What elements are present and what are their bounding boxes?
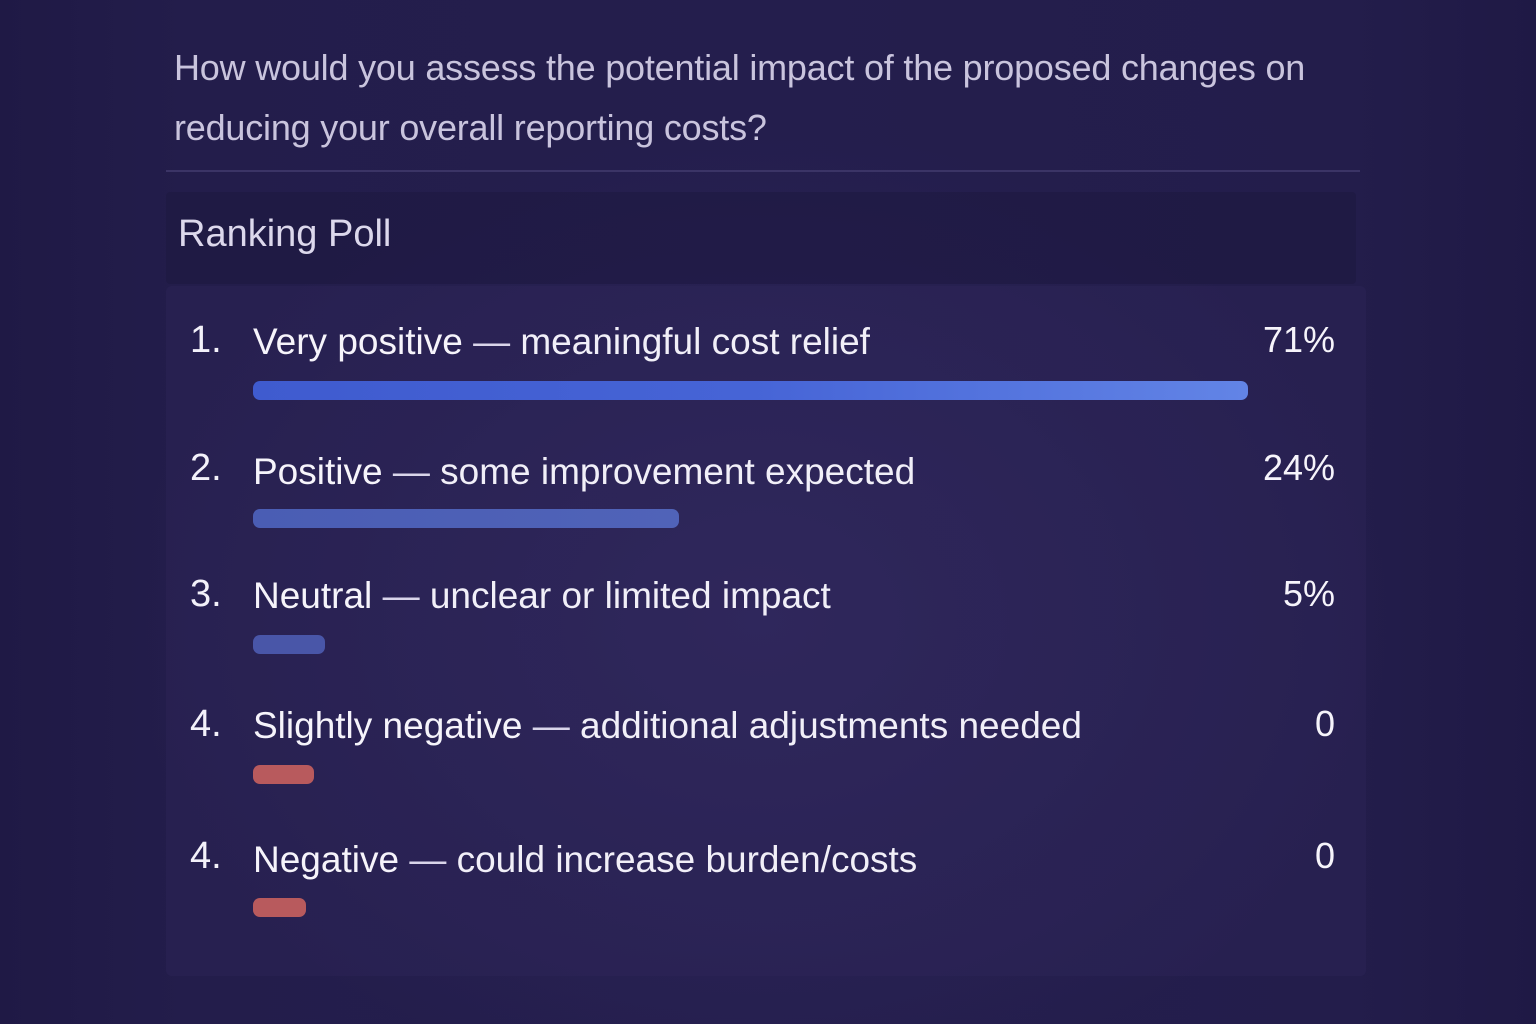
option-percentage: 71% [1262,319,1335,360]
result-bar [253,635,325,654]
option-rank: 1. [190,319,222,361]
poll-card-header [166,192,1356,284]
option-label: Positive — some improvement expected [253,450,915,494]
option-title: Slightly negative [253,705,523,746]
option-title: Positive [253,451,383,492]
option-separator: — [382,575,420,616]
option-separator: — [473,321,511,362]
option-label: Neutral — unclear or limited impact [253,574,831,618]
poll-question: How would you assess the potential impac… [174,47,1306,148]
option-description: unclear or limited impact [429,575,831,616]
result-bar [253,765,314,784]
option-label: Very positive — meaningful cost relief [253,320,870,364]
option-title: Neutral [253,575,373,616]
option-percentage: 5% [1282,573,1335,614]
option-title: Very positive [253,321,463,362]
divider [166,170,1360,172]
result-bar [253,381,1248,400]
result-bar [253,509,679,528]
option-percentage: 24% [1262,447,1335,488]
option-label: Slightly negative — additional adjustmen… [253,704,1082,748]
result-bar [253,898,306,917]
poll-card-body [166,286,1366,976]
option-separator: — [392,451,430,492]
option-description: meaningful cost relief [520,321,870,362]
option-rank: 4. [190,703,222,745]
option-rank: 2. [190,447,222,489]
option-description: could increase burden/costs [456,839,918,880]
option-percentage: 0 [1314,835,1335,876]
option-separator: — [532,705,570,746]
option-description: additional adjustments needed [580,705,1082,746]
option-title: Negative [253,839,400,880]
option-description: some improvement expected [440,451,916,492]
option-label: Negative — could increase burden/costs [253,838,917,882]
option-rank: 4. [190,835,222,877]
option-percentage: 0 [1314,703,1335,744]
option-rank: 3. [190,573,222,615]
poll-title: Ranking Poll [178,213,392,255]
option-separator: — [409,839,447,880]
